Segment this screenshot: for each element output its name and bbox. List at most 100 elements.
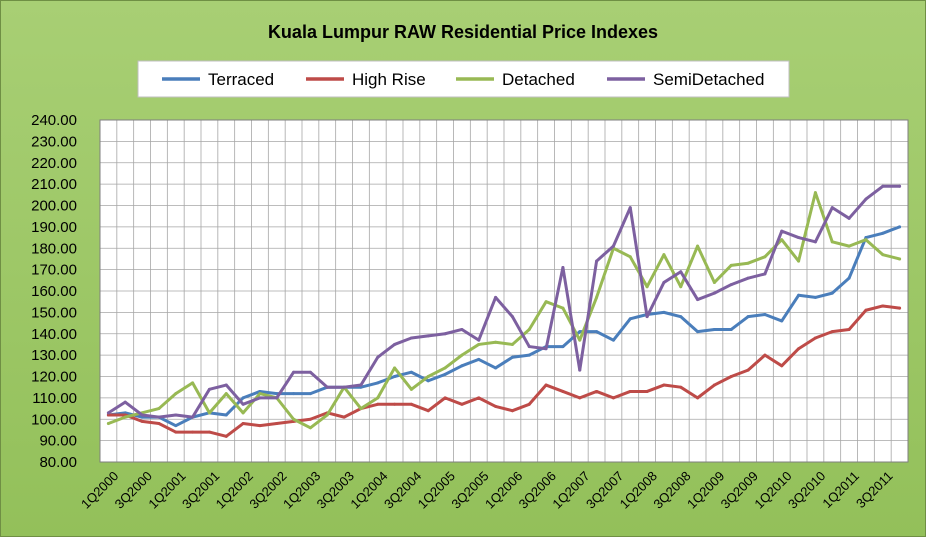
data-point xyxy=(393,375,397,378)
data-point xyxy=(393,402,397,406)
data-point xyxy=(628,255,632,259)
data-point xyxy=(292,370,296,374)
data-point xyxy=(628,317,632,321)
data-point xyxy=(241,422,245,426)
data-point xyxy=(426,375,430,378)
data-point xyxy=(746,368,750,372)
data-point xyxy=(830,291,834,295)
data-point xyxy=(409,387,413,391)
y-tick-label: 190.00 xyxy=(31,219,77,236)
data-point xyxy=(578,368,582,372)
data-point xyxy=(106,413,110,417)
data-point xyxy=(797,347,801,351)
data-point xyxy=(881,253,885,257)
data-point xyxy=(191,381,195,385)
data-point xyxy=(494,295,498,299)
y-tick-label: 130.00 xyxy=(31,347,77,364)
data-point xyxy=(174,430,178,434)
data-point xyxy=(813,191,817,195)
series-high-rise xyxy=(106,304,902,438)
data-point xyxy=(729,263,733,267)
data-point xyxy=(847,276,851,280)
y-tick-label: 120.00 xyxy=(31,369,77,386)
data-point xyxy=(544,383,548,387)
data-point xyxy=(729,283,733,287)
data-point xyxy=(898,257,902,261)
data-point xyxy=(275,422,279,426)
series-line xyxy=(106,184,902,419)
data-point xyxy=(477,342,481,346)
data-point xyxy=(207,387,211,391)
data-point xyxy=(359,383,363,387)
series-line xyxy=(106,191,902,430)
data-point xyxy=(595,295,599,299)
data-point xyxy=(510,355,514,359)
data-point xyxy=(645,315,649,319)
data-point xyxy=(578,338,582,342)
y-tick-label: 240.00 xyxy=(31,112,77,129)
data-point xyxy=(746,261,750,265)
data-point xyxy=(460,353,464,357)
data-point xyxy=(191,430,195,434)
data-point xyxy=(797,293,801,297)
data-point xyxy=(611,244,615,248)
data-point xyxy=(157,422,161,426)
data-point xyxy=(696,330,700,334)
data-point xyxy=(241,396,245,400)
chart-title: Kuala Lumpur RAW Residential Price Index… xyxy=(268,22,658,42)
legend: Terraced High Rise Detached SemiDetached xyxy=(137,60,790,98)
data-point xyxy=(224,434,228,438)
data-point xyxy=(813,240,817,244)
series-line xyxy=(106,304,902,438)
data-point xyxy=(628,206,632,210)
legend-label: Detached xyxy=(502,70,575,89)
y-tick-label: 220.00 xyxy=(31,155,77,172)
data-point xyxy=(712,383,716,387)
data-point xyxy=(359,407,363,411)
series-detached xyxy=(106,191,902,430)
data-point xyxy=(258,389,262,393)
data-point xyxy=(258,424,262,428)
data-point xyxy=(308,417,312,421)
data-point xyxy=(443,372,447,376)
data-point xyxy=(409,370,413,374)
data-point xyxy=(881,231,885,235)
data-point xyxy=(308,426,312,430)
data-point xyxy=(780,238,784,242)
y-axis: 80.00 90.00 100.00 110.00 120.00 130.00 140.00… xyxy=(31,112,77,471)
data-point xyxy=(292,417,296,421)
data-point xyxy=(578,396,582,400)
data-point xyxy=(813,336,817,340)
data-point xyxy=(797,236,801,240)
y-tick-label: 100.00 xyxy=(31,411,77,428)
data-point xyxy=(409,336,413,340)
data-point xyxy=(224,413,228,417)
data-point xyxy=(376,355,380,359)
data-point xyxy=(780,364,784,368)
data-point xyxy=(847,244,851,248)
y-tick-label: 230.00 xyxy=(31,133,77,150)
data-point xyxy=(443,332,447,336)
data-point xyxy=(595,330,599,334)
data-point xyxy=(813,295,817,299)
data-point xyxy=(729,375,733,378)
data-point xyxy=(763,255,767,259)
data-point xyxy=(611,396,615,400)
data-point xyxy=(797,259,801,263)
data-point xyxy=(477,396,481,400)
data-point xyxy=(561,345,565,349)
data-point xyxy=(123,400,127,404)
data-point xyxy=(191,415,195,419)
data-point xyxy=(342,415,346,419)
data-point xyxy=(106,411,110,415)
data-point xyxy=(864,197,868,201)
data-point xyxy=(645,285,649,289)
data-point xyxy=(864,236,868,240)
data-point xyxy=(763,272,767,276)
data-point xyxy=(561,265,565,269)
data-point xyxy=(258,396,262,400)
data-point xyxy=(696,244,700,248)
data-point xyxy=(696,396,700,400)
data-point xyxy=(123,415,127,419)
data-point xyxy=(426,409,430,413)
